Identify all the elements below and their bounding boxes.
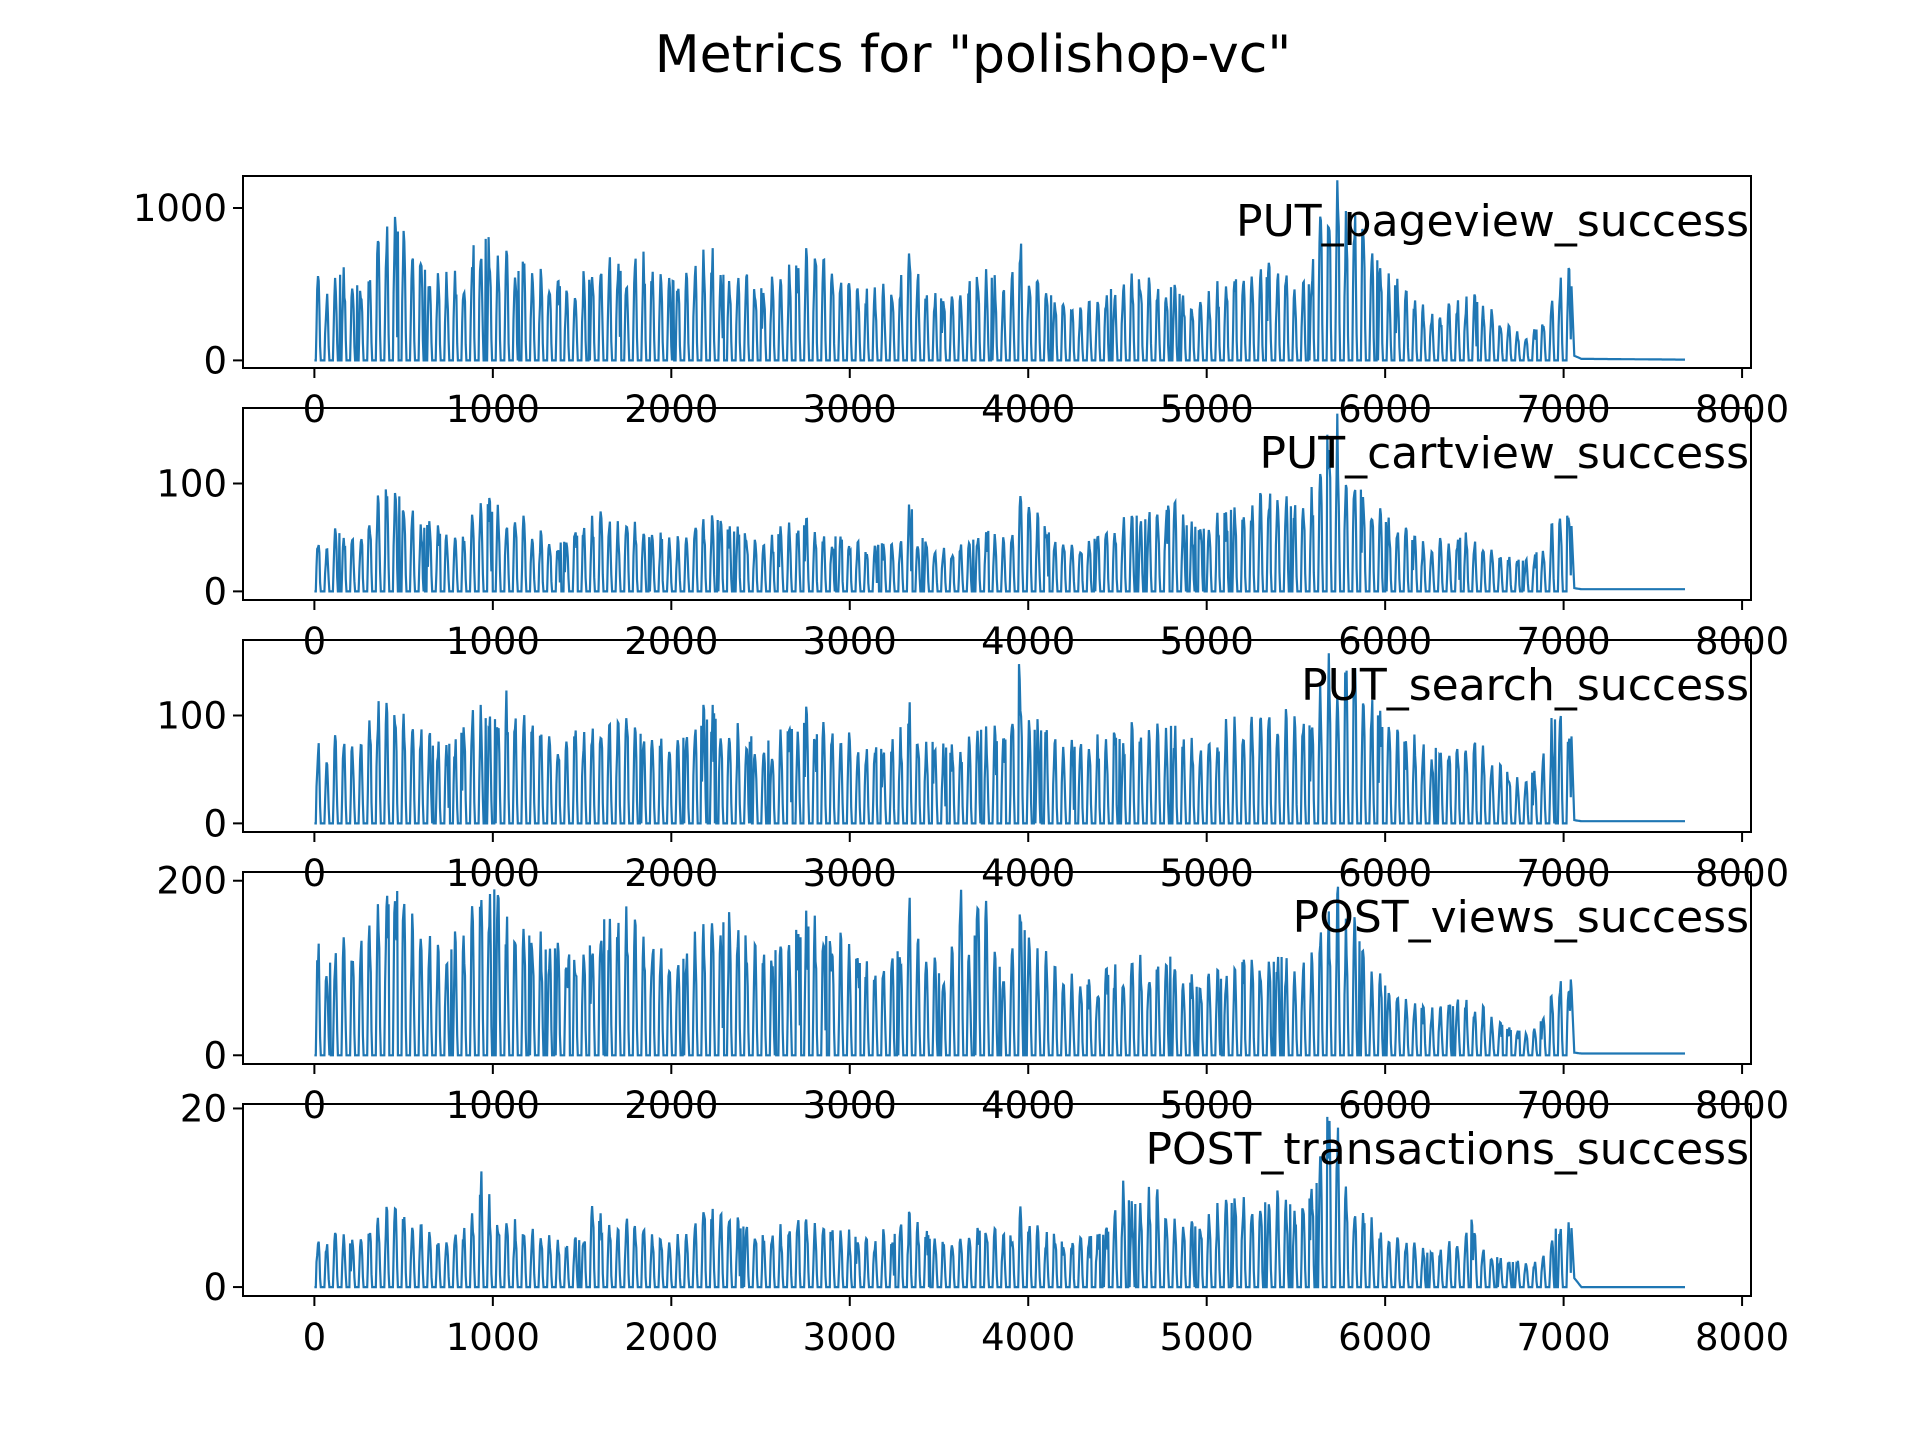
axes-frame bbox=[242, 1103, 1752, 1297]
x-tick-label: 8000 bbox=[1695, 1084, 1789, 1127]
panel-title: PUT_cartview_success bbox=[1259, 428, 1749, 479]
y-tick-label: 0 bbox=[203, 339, 227, 382]
y-tick-label: 100 bbox=[156, 695, 227, 738]
x-tick-label: 0 bbox=[303, 852, 327, 895]
x-tick-label: 6000 bbox=[1338, 852, 1432, 895]
x-tick-label: 8000 bbox=[1695, 852, 1789, 895]
x-tick-label: 3000 bbox=[803, 1316, 897, 1359]
x-tick-label: 7000 bbox=[1517, 388, 1611, 431]
x-tick-label: 0 bbox=[303, 388, 327, 431]
axes-frame bbox=[242, 639, 1752, 833]
x-tick-label: 2000 bbox=[624, 852, 718, 895]
x-tick-label: 5000 bbox=[1160, 1316, 1254, 1359]
axes-frame bbox=[242, 175, 1752, 369]
x-tick-label: 5000 bbox=[1160, 388, 1254, 431]
x-tick-label: 7000 bbox=[1517, 1084, 1611, 1127]
x-tick-label: 6000 bbox=[1338, 620, 1432, 663]
figure-title: Metrics for "polishop-vc" bbox=[655, 25, 1291, 85]
x-tick-label: 7000 bbox=[1517, 620, 1611, 663]
panel-PUT_pageview_success: 0 1000 0 1000 2000 3000 4000 5000 6000 7000 8000 PU… bbox=[133, 175, 1789, 431]
x-tick-label: 3000 bbox=[803, 852, 897, 895]
y-tick-label: 100 bbox=[156, 463, 227, 506]
x-tick-label: 5000 bbox=[1160, 852, 1254, 895]
panel-title: PUT_pageview_success bbox=[1236, 196, 1749, 247]
x-tick-label: 5000 bbox=[1160, 620, 1254, 663]
series-line bbox=[314, 886, 1685, 1057]
series-line bbox=[314, 413, 1685, 593]
x-tick-label: 1000 bbox=[446, 1316, 540, 1359]
x-tick-label: 0 bbox=[303, 1084, 327, 1127]
x-tick-label: 1000 bbox=[446, 852, 540, 895]
panel-title: POST_views_success bbox=[1293, 892, 1749, 943]
x-tick-label: 2000 bbox=[624, 620, 718, 663]
x-tick-label: 7000 bbox=[1517, 1316, 1611, 1359]
y-tick-label: 0 bbox=[203, 802, 227, 845]
y-tick-label: 200 bbox=[156, 860, 227, 903]
y-tick-label: 0 bbox=[203, 570, 227, 613]
x-tick-label: 6000 bbox=[1338, 1084, 1432, 1127]
x-tick-label: 4000 bbox=[981, 620, 1075, 663]
y-tick-label: 0 bbox=[203, 1034, 227, 1077]
x-tick-label: 2000 bbox=[624, 1084, 718, 1127]
x-tick-label: 3000 bbox=[803, 1084, 897, 1127]
x-tick-label: 4000 bbox=[981, 1316, 1075, 1359]
series-line bbox=[314, 180, 1685, 362]
panel-title: POST_transactions_success bbox=[1145, 1124, 1749, 1175]
x-tick-label: 8000 bbox=[1695, 620, 1789, 663]
x-tick-label: 4000 bbox=[981, 852, 1075, 895]
x-tick-label: 2000 bbox=[624, 1316, 718, 1359]
series-line bbox=[314, 1116, 1685, 1289]
x-tick-label: 1000 bbox=[446, 388, 540, 431]
y-tick-label: 20 bbox=[180, 1087, 227, 1130]
x-tick-label: 6000 bbox=[1338, 388, 1432, 431]
x-tick-label: 4000 bbox=[981, 1084, 1075, 1127]
x-tick-label: 8000 bbox=[1695, 1316, 1789, 1359]
x-tick-label: 4000 bbox=[981, 388, 1075, 431]
x-tick-label: 7000 bbox=[1517, 852, 1611, 895]
y-tick-label: 0 bbox=[203, 1266, 227, 1309]
x-tick-label: 8000 bbox=[1695, 388, 1789, 431]
x-tick-label: 1000 bbox=[446, 1084, 540, 1127]
y-tick-label: 1000 bbox=[133, 187, 227, 230]
x-tick-label: 0 bbox=[303, 620, 327, 663]
x-tick-label: 2000 bbox=[624, 388, 718, 431]
x-tick-label: 1000 bbox=[446, 620, 540, 663]
axes-frame bbox=[242, 407, 1752, 601]
x-tick-label: 5000 bbox=[1160, 1084, 1254, 1127]
panel-title: PUT_search_success bbox=[1301, 660, 1749, 711]
axes-frame bbox=[242, 871, 1752, 1065]
x-tick-label: 3000 bbox=[803, 388, 897, 431]
series-line bbox=[314, 653, 1685, 825]
x-tick-label: 3000 bbox=[803, 620, 897, 663]
x-tick-label: 6000 bbox=[1338, 1316, 1432, 1359]
x-tick-label: 0 bbox=[303, 1316, 327, 1359]
